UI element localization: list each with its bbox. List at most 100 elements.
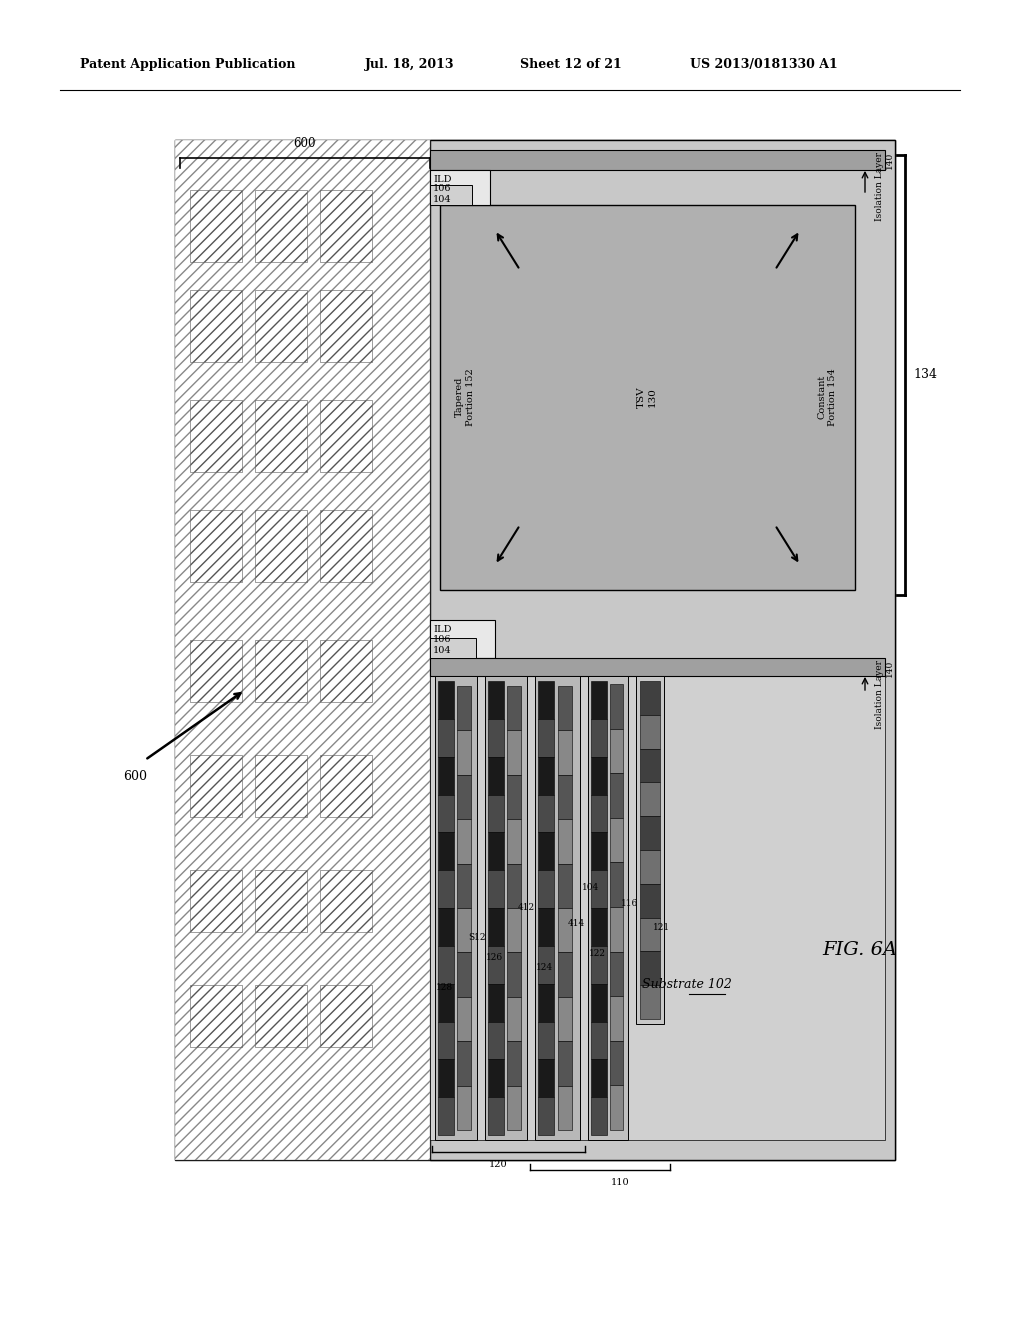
Bar	[591, 681, 607, 719]
Bar	[640, 816, 660, 850]
Bar	[538, 833, 554, 870]
Bar	[591, 946, 607, 983]
Bar	[610, 907, 623, 952]
Bar	[438, 1022, 454, 1060]
Bar	[558, 730, 572, 775]
Bar	[438, 795, 454, 833]
Bar	[507, 730, 521, 775]
Bar	[640, 850, 660, 884]
Bar	[438, 908, 454, 946]
Text: ILD: ILD	[433, 624, 452, 634]
Text: 414: 414	[568, 919, 586, 928]
Bar	[438, 756, 454, 795]
Bar	[485, 676, 527, 1140]
Bar	[558, 1041, 572, 1085]
Text: 116: 116	[621, 899, 638, 908]
Bar	[255, 985, 307, 1047]
Text: US 2013/0181330 A1: US 2013/0181330 A1	[690, 58, 838, 71]
Bar	[319, 640, 372, 702]
Bar	[507, 863, 521, 908]
Bar	[438, 870, 454, 908]
Bar	[507, 908, 521, 953]
Text: Substrate 102: Substrate 102	[642, 978, 732, 991]
Text: Patent Application Publication: Patent Application Publication	[80, 58, 296, 71]
Bar	[640, 783, 660, 816]
Bar	[507, 953, 521, 997]
Bar	[319, 190, 372, 261]
Bar	[558, 1085, 572, 1130]
Bar	[255, 640, 307, 702]
Bar	[538, 983, 554, 1022]
Bar	[610, 684, 623, 729]
Text: 126: 126	[485, 953, 503, 962]
Text: TSV
130: TSV 130	[637, 387, 656, 408]
Bar	[438, 946, 454, 983]
Text: 106: 106	[433, 183, 452, 193]
Bar	[535, 676, 580, 1140]
Bar	[457, 820, 471, 863]
Bar	[640, 748, 660, 783]
Bar	[488, 870, 504, 908]
Text: 600: 600	[294, 137, 316, 150]
Text: Isolation Layer: Isolation Layer	[874, 152, 884, 220]
Bar	[430, 185, 472, 205]
Bar	[488, 719, 504, 756]
Bar	[255, 755, 307, 817]
Text: 106: 106	[433, 635, 452, 644]
Bar	[591, 833, 607, 870]
Bar	[435, 676, 477, 1140]
Bar	[610, 729, 623, 774]
Bar	[591, 719, 607, 756]
Text: Sheet 12 of 21: Sheet 12 of 21	[520, 58, 622, 71]
Bar	[558, 863, 572, 908]
Bar	[591, 870, 607, 908]
Bar	[430, 140, 895, 1160]
Text: Isolation Layer: Isolation Layer	[874, 660, 884, 729]
Bar	[190, 755, 242, 817]
Bar	[190, 870, 242, 932]
Bar	[190, 400, 242, 473]
Bar	[640, 917, 660, 952]
Text: 600: 600	[123, 770, 147, 783]
Bar	[430, 657, 885, 676]
Text: FIG. 6A: FIG. 6A	[822, 941, 898, 960]
Bar	[591, 983, 607, 1022]
Bar	[507, 775, 521, 820]
Bar	[457, 953, 471, 997]
Bar	[488, 1022, 504, 1060]
Bar	[457, 686, 471, 730]
Text: Jul. 18, 2013: Jul. 18, 2013	[365, 58, 455, 71]
Bar	[538, 1022, 554, 1060]
Text: 140: 140	[885, 152, 894, 169]
Bar	[538, 795, 554, 833]
Bar	[488, 983, 504, 1022]
Bar	[319, 400, 372, 473]
Text: 134: 134	[913, 368, 937, 381]
Bar	[538, 756, 554, 795]
Bar	[438, 1097, 454, 1135]
Bar	[488, 908, 504, 946]
Bar	[558, 997, 572, 1041]
Text: S12: S12	[468, 933, 485, 942]
Bar	[430, 620, 495, 657]
Bar	[190, 510, 242, 582]
Bar	[538, 908, 554, 946]
Bar	[488, 1060, 504, 1097]
Text: ILD: ILD	[433, 176, 452, 183]
Bar	[640, 884, 660, 917]
Bar	[488, 1097, 504, 1135]
Bar	[640, 985, 660, 1019]
Bar	[640, 715, 660, 748]
Bar	[319, 290, 372, 362]
Bar	[438, 833, 454, 870]
Bar	[457, 1041, 471, 1085]
Bar	[488, 833, 504, 870]
Bar	[507, 1085, 521, 1130]
Bar	[457, 997, 471, 1041]
Bar	[488, 681, 504, 719]
Bar	[457, 730, 471, 775]
Text: 120: 120	[488, 1160, 507, 1170]
Bar	[488, 795, 504, 833]
Bar	[430, 150, 885, 170]
Bar	[457, 863, 471, 908]
